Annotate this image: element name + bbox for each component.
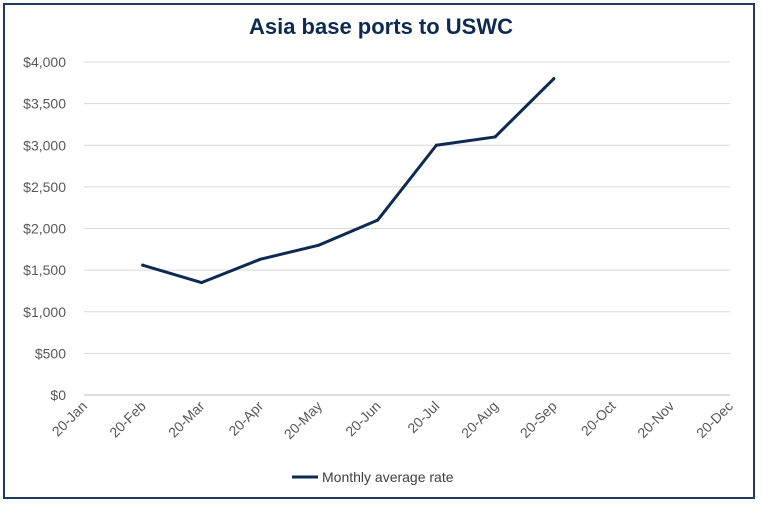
data-point	[552, 77, 556, 81]
x-tick-label: 20-Feb	[106, 398, 149, 441]
x-tick-label: 20-Jan	[49, 398, 91, 440]
chart-frame	[3, 3, 755, 499]
data-point	[141, 263, 145, 267]
x-tick-label: 20-Oct	[578, 398, 619, 439]
y-tick-label: $1,500	[23, 262, 66, 278]
x-tick-label: 20-Nov	[634, 398, 677, 441]
y-axis-ticks: $0 $500 $1,000 $1,500 $2,000 $2,500 $3,000 $3,5…	[23, 54, 66, 403]
x-tick-label: 20-Aug	[458, 398, 501, 441]
y-tick-label: $2,000	[23, 221, 66, 237]
y-tick-label: $2,500	[23, 179, 66, 195]
x-tick-label: 20-Mar	[165, 398, 208, 441]
x-tick-label: 20-Dec	[693, 398, 736, 441]
x-tick-label: 20-Sep	[517, 398, 560, 441]
x-axis-ticks: 20-Jan 20-Feb 20-Mar 20-Apr 20-May 20-Jun 20-J…	[49, 398, 737, 443]
y-tick-label: $3,500	[23, 96, 66, 112]
legend-label: Monthly average rate	[322, 469, 454, 485]
x-tick-label: 20-Jul	[404, 398, 442, 436]
y-tick-label: $3,000	[23, 137, 66, 153]
y-tick-label: $4,000	[23, 54, 66, 70]
data-point	[434, 143, 438, 147]
series-line	[141, 77, 556, 285]
series-layer	[141, 77, 556, 285]
x-tick-label: 20-Jun	[342, 398, 384, 440]
y-tick-label: $500	[35, 345, 66, 361]
chart-title: Asia base ports to USWC	[248, 14, 514, 39]
data-point	[493, 135, 497, 139]
gridlines	[84, 61, 730, 396]
data-point	[258, 257, 262, 261]
data-point	[376, 218, 380, 222]
legend: Monthly average rate	[292, 469, 454, 485]
x-tick-label: 20-May	[281, 398, 325, 442]
y-tick-label: $1,000	[23, 304, 66, 320]
data-point	[199, 281, 203, 285]
data-point	[317, 243, 321, 247]
y-tick-label: $0	[50, 387, 66, 403]
x-tick-label: 20-Apr	[225, 398, 266, 439]
